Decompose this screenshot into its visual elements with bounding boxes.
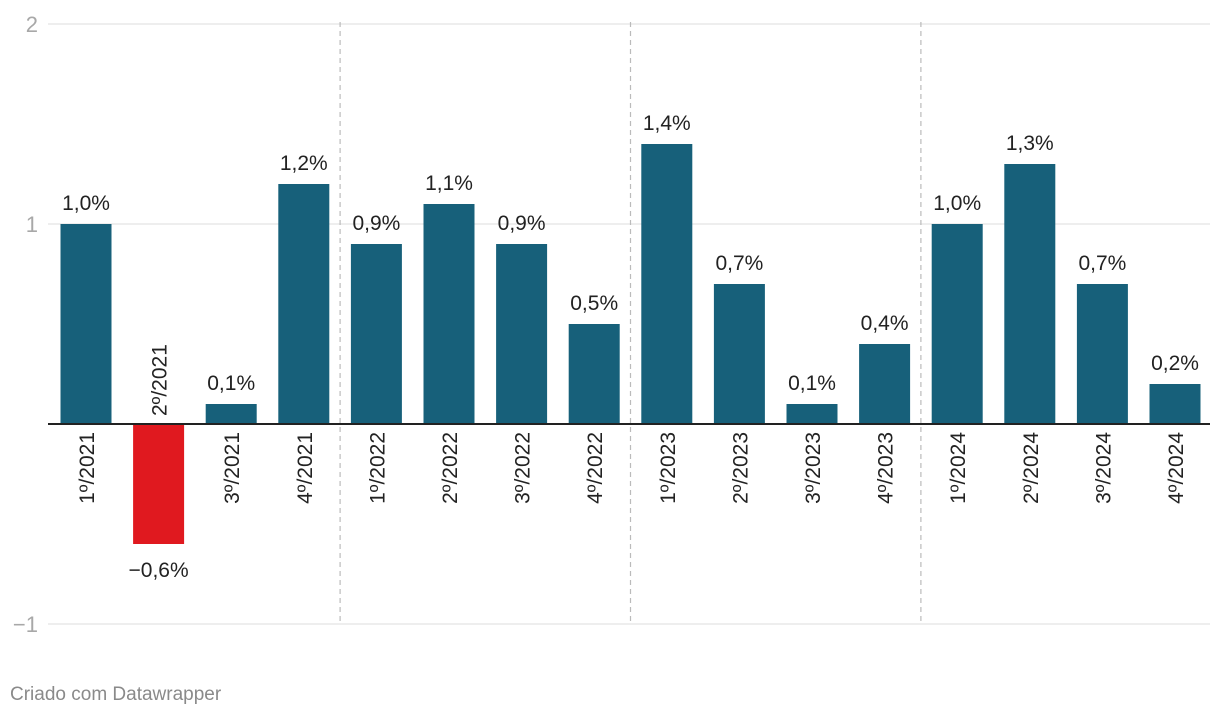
value-label: 1,4% [643,112,691,135]
value-label: 0,1% [207,372,255,395]
category-label: 4º/2021 [294,432,317,504]
category-label: 1º/2024 [947,432,970,504]
value-label: 0,1% [788,372,836,395]
y-tick-label: −1 [13,612,38,637]
chart-svg: 2 1 −1 1,0% 1º/2021 −0,6% 2º/2021 0,1% 3º/2021 1,… [13,12,1210,637]
category-label: 2º/2024 [1020,432,1043,504]
bar [496,244,548,424]
value-label: 0,9% [498,212,546,235]
category-label: 4º/2024 [1165,432,1188,504]
bar [641,144,693,424]
y-tick-label: 2 [26,12,38,37]
category-label: 3º/2022 [512,432,535,504]
value-label: 1,1% [425,172,473,195]
value-label: −0,6% [129,559,189,582]
bar [568,324,620,424]
bar [931,224,983,424]
bar [1076,284,1128,424]
category-label: 2º/2021 [149,344,172,416]
category-label: 1º/2023 [657,432,680,504]
value-label: 0,4% [861,312,909,335]
value-label: 1,0% [62,192,110,215]
bar [350,244,402,424]
value-label: 0,2% [1151,352,1199,375]
value-label: 1,0% [933,192,981,215]
bar [278,184,330,424]
category-label: 4º/2023 [875,432,898,504]
value-label: 1,2% [280,152,328,175]
bar [60,224,112,424]
value-label: 0,9% [352,212,400,235]
category-label: 3º/2021 [221,432,244,504]
value-label: 0,5% [570,292,618,315]
category-label: 3º/2023 [802,432,825,504]
bar [786,404,838,424]
bar [1004,164,1056,424]
category-label: 2º/2022 [439,432,462,504]
credit-text[interactable]: Criado com Datawrapper [10,684,222,705]
bar [205,404,257,424]
value-label: 1,3% [1006,132,1054,155]
value-label: 0,7% [715,252,763,275]
bar [133,424,185,544]
category-label: 1º/2022 [366,432,389,504]
category-label: 4º/2022 [584,432,607,504]
category-label: 3º/2024 [1092,432,1115,504]
bar [859,344,911,424]
y-tick-label: 1 [26,212,38,237]
category-label: 2º/2023 [729,432,752,504]
value-label: 0,7% [1078,252,1126,275]
bar [713,284,765,424]
chart: 2 1 −1 1,0% 1º/2021 −0,6% 2º/2021 0,1% 3º/2021 1,… [13,12,1210,637]
bar [1149,384,1201,424]
category-label: 1º/2021 [76,432,99,504]
bar [423,204,475,424]
